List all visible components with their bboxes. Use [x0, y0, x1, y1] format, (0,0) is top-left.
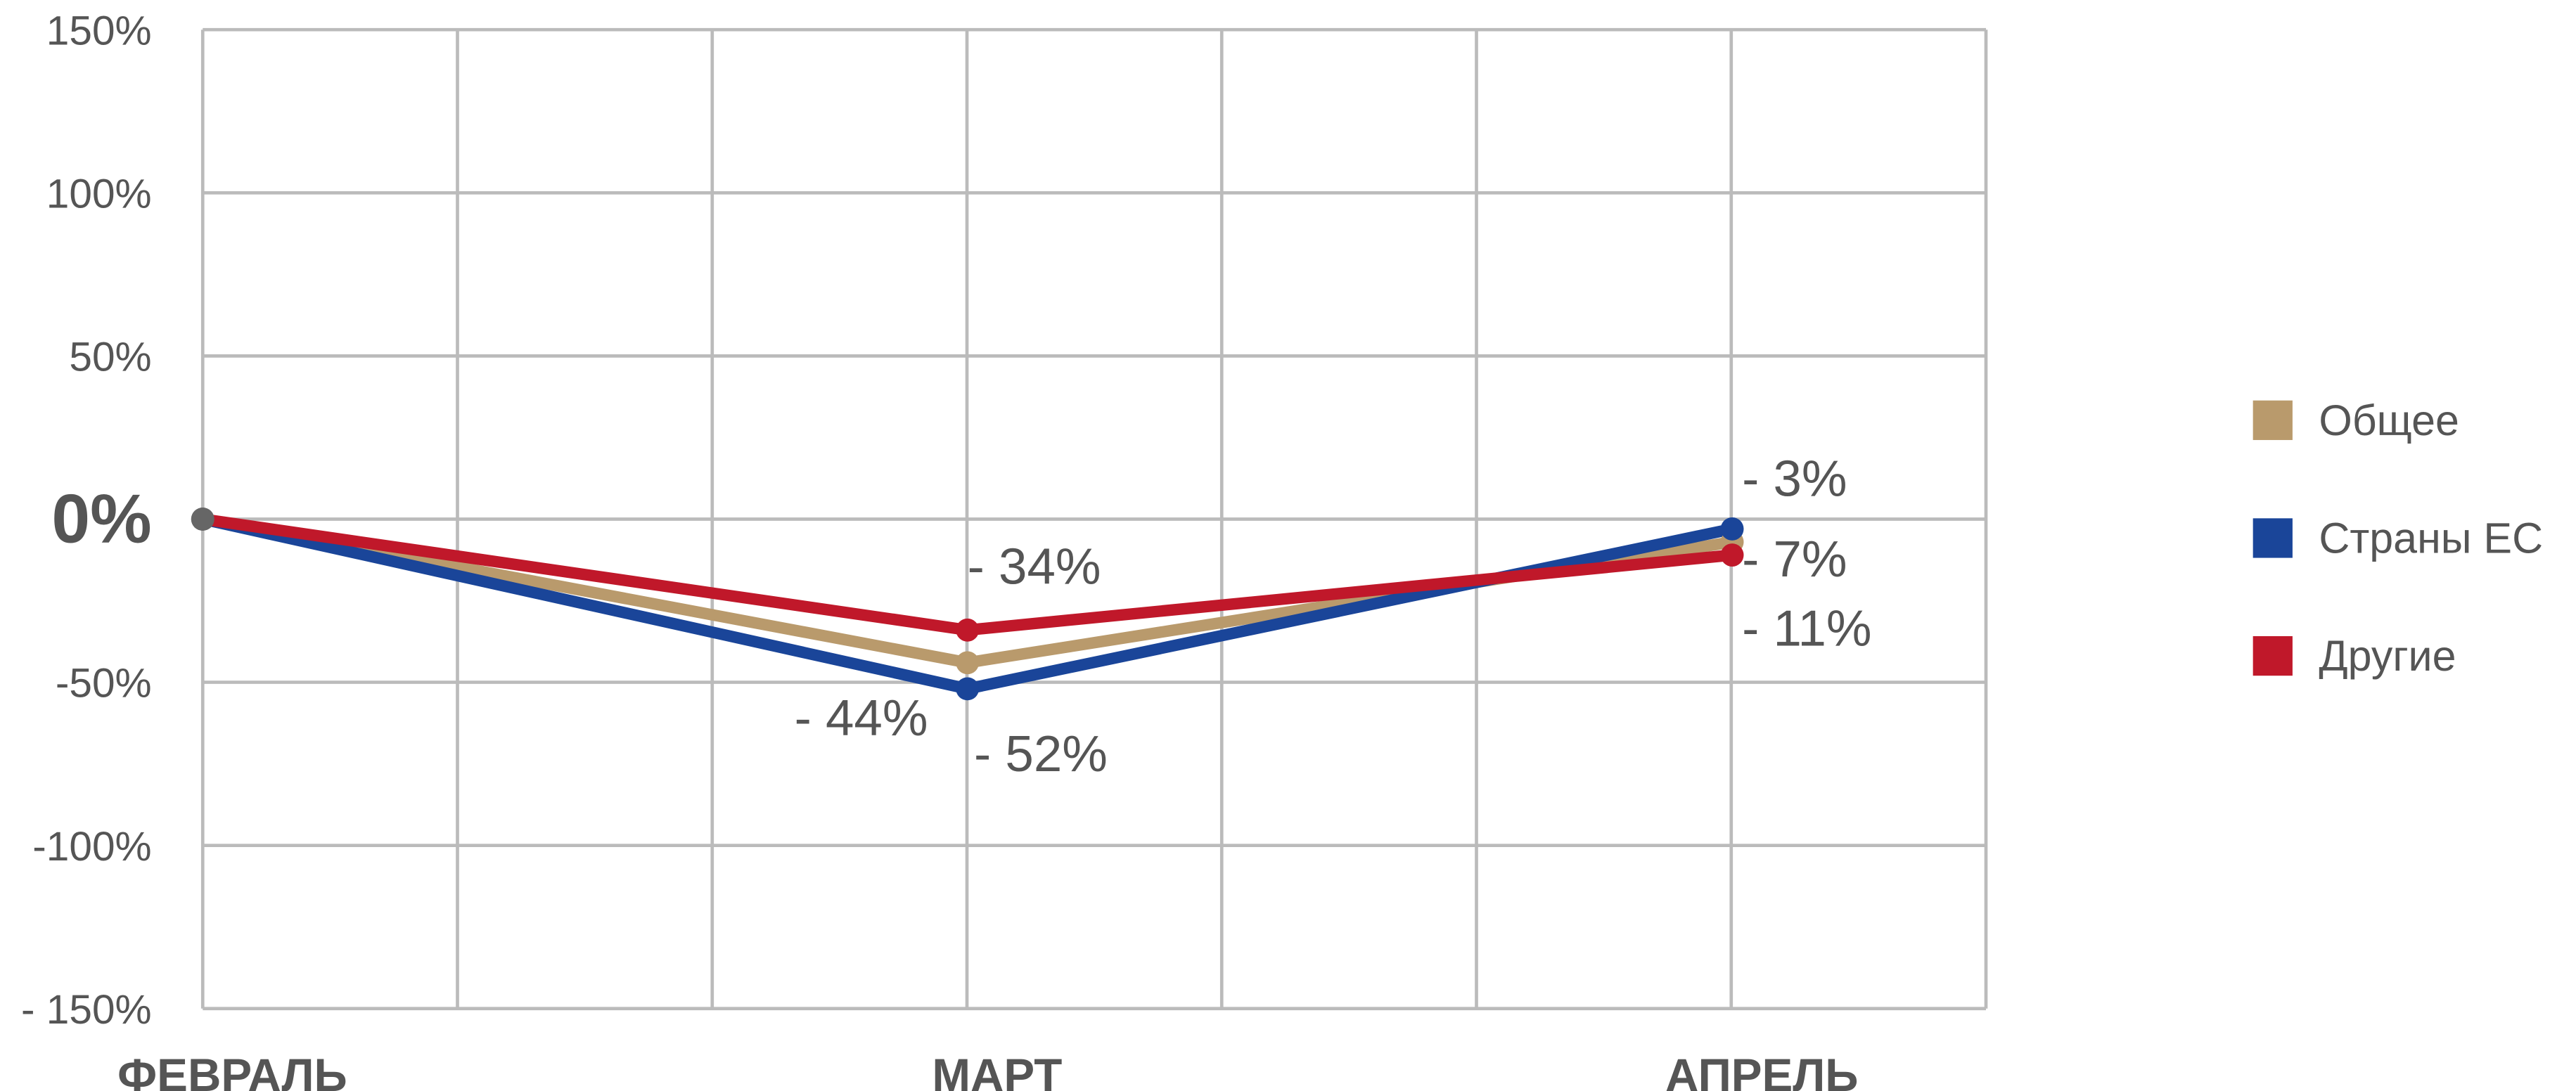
data-point — [956, 618, 980, 642]
y-tick-label: 150% — [46, 8, 152, 53]
data-label: - 3% — [1742, 451, 1847, 508]
legend-label: Другие — [2319, 632, 2456, 680]
data-label: - 11% — [1742, 600, 1871, 657]
y-tick-label: 50% — [69, 334, 151, 380]
y-tick-label: -100% — [32, 824, 151, 870]
y-tick-label: -50% — [56, 661, 152, 706]
data-point — [956, 651, 980, 675]
data-label: - 44% — [795, 690, 928, 747]
data-point — [956, 677, 980, 701]
x-tick-label: ФЕВРАЛЬ — [117, 1050, 347, 1091]
legend-label: Общее — [2319, 396, 2459, 444]
legend-swatch — [2253, 635, 2293, 676]
x-tick-label: МАРТ — [932, 1050, 1062, 1091]
x-tick-label: АПРЕЛЬ — [1665, 1050, 1858, 1091]
legend-swatch — [2253, 400, 2293, 440]
data-label: - 52% — [974, 725, 1108, 782]
legend-swatch — [2253, 518, 2293, 558]
data-point — [1720, 543, 1744, 567]
y-tick-label: 0% — [51, 479, 151, 557]
y-tick-label: 100% — [46, 171, 152, 217]
y-tick-label: - 150% — [21, 987, 152, 1033]
data-point — [191, 508, 214, 531]
data-label: - 7% — [1742, 531, 1847, 588]
data-label: - 34% — [968, 538, 1101, 595]
data-point — [1720, 517, 1744, 541]
legend-label: Страны ЕС — [2319, 515, 2543, 562]
